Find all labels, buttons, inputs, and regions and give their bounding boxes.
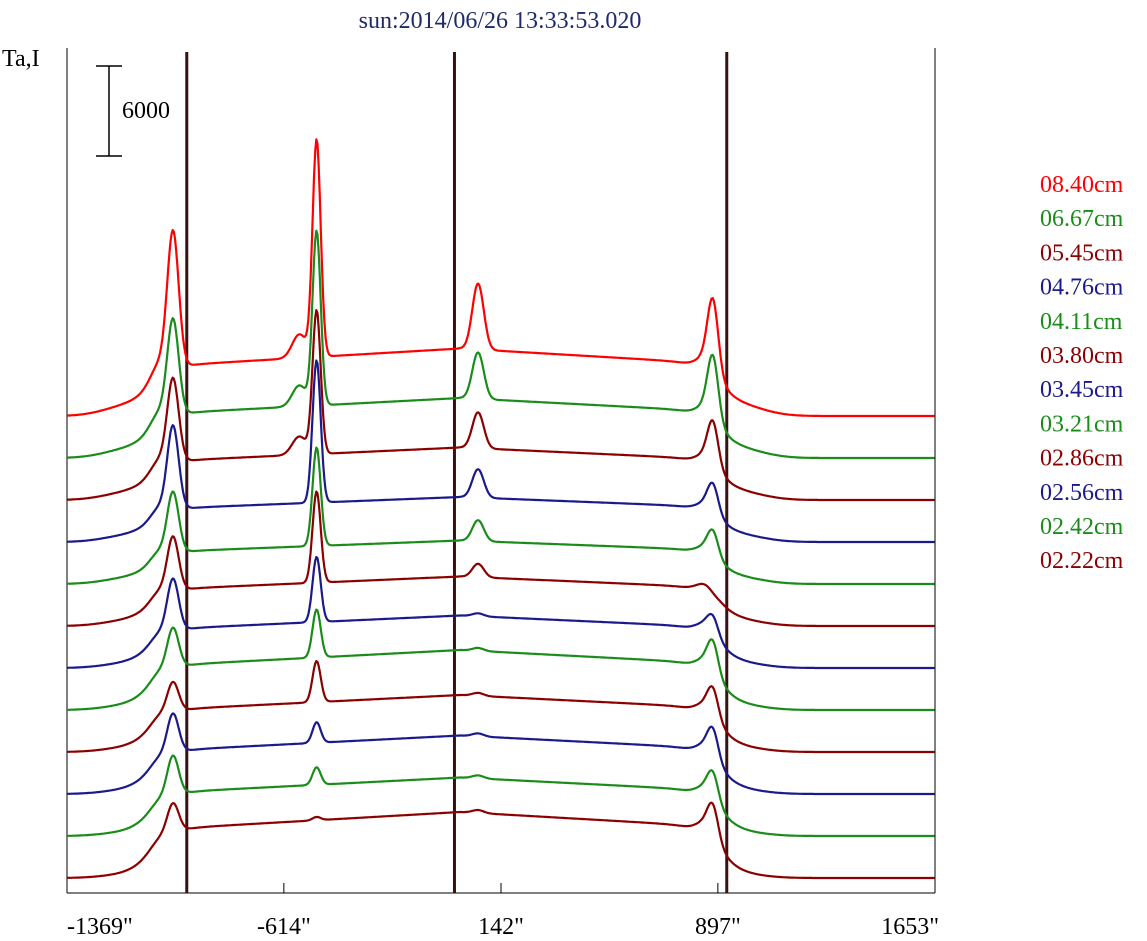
series-line-02.22cm xyxy=(67,801,935,880)
scale-bar: 6000 xyxy=(96,65,170,157)
legend-entry: 04.76cm xyxy=(1040,275,1124,301)
x-tick-label: 142" xyxy=(478,914,524,940)
x-axis-ticks: -1369" -614" 142" 897" 1653" xyxy=(66,883,939,940)
reference-lines xyxy=(185,52,729,893)
legend-entry: 06.67cm xyxy=(1040,206,1124,232)
legend-entry: 08.40cm xyxy=(1040,172,1124,198)
series-group xyxy=(66,138,935,880)
series-line-04.11cm xyxy=(67,446,935,586)
legend-entry: 03.80cm xyxy=(1040,343,1124,369)
legend-entry: 04.11cm xyxy=(1040,309,1123,335)
series-line-05.45cm xyxy=(66,309,935,502)
series-line-03.80cm xyxy=(66,490,935,628)
x-tick-label: 897" xyxy=(695,914,741,940)
legend-entry: 02.42cm xyxy=(1040,514,1124,540)
y-axis-label: Ta,I xyxy=(2,46,40,72)
x-tick-label: -1369" xyxy=(67,914,133,940)
series-line-02.42cm xyxy=(67,754,935,838)
legend-entry: 02.86cm xyxy=(1040,446,1124,472)
series-line-02.86cm xyxy=(67,660,935,754)
chart-title: sun:2014/06/26 13:33:53.020 xyxy=(359,8,642,34)
legend: 08.40cm 06.67cm 05.45cm 04.76cm 04.11cm 03.80… xyxy=(1040,172,1124,574)
plot-frame xyxy=(66,48,936,894)
series-line-03.21cm xyxy=(67,608,935,712)
legend-entry: 05.45cm xyxy=(1040,240,1124,266)
legend-entry: 02.56cm xyxy=(1040,480,1124,506)
scale-bar-label: 6000 xyxy=(122,98,170,124)
series-line-02.56cm xyxy=(67,712,935,796)
x-tick-label: 1653" xyxy=(881,914,939,940)
series-line-03.45cm xyxy=(67,555,935,670)
series-line-06.67cm xyxy=(67,229,935,460)
x-tick-label: -614" xyxy=(257,914,311,940)
legend-entry: 03.21cm xyxy=(1040,411,1124,437)
legend-entry: 03.45cm xyxy=(1040,377,1124,403)
series-line-08.40cm xyxy=(66,138,935,418)
legend-entry: 02.22cm xyxy=(1040,548,1124,574)
series-line-04.76cm xyxy=(67,359,935,544)
